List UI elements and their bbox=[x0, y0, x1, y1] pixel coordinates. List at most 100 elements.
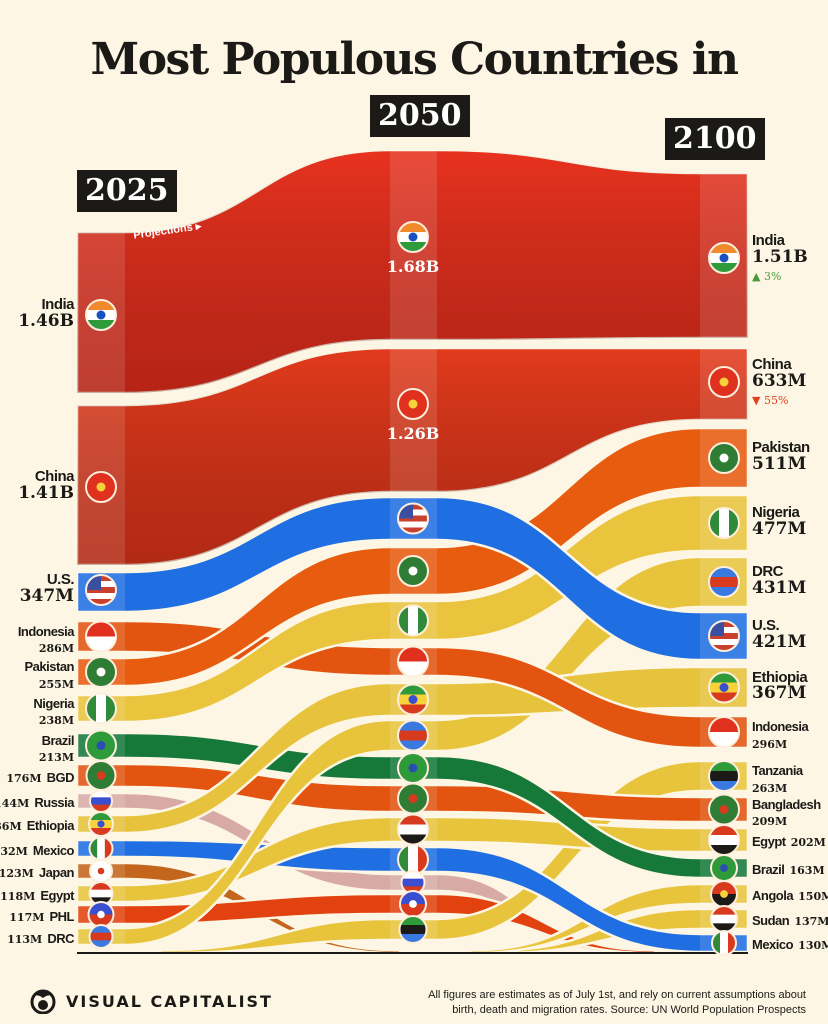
country-name: Pakistan bbox=[24, 659, 75, 674]
population-value: 136M bbox=[0, 820, 22, 833]
population-value: 1.51B bbox=[752, 246, 808, 267]
flag-us-icon bbox=[397, 502, 429, 535]
country-name: Nigeria bbox=[33, 695, 74, 711]
flag-ethiopia-icon bbox=[88, 811, 114, 837]
population-value: 633M bbox=[752, 370, 807, 391]
label-2025-china: China 1.41B bbox=[18, 468, 74, 503]
population-value: 113M bbox=[7, 932, 43, 946]
flag-pakistan-icon bbox=[397, 555, 429, 587]
label-2025-indonesia: Indonesia 286M bbox=[17, 623, 75, 657]
flag-ethiopia-icon bbox=[397, 683, 429, 716]
flag-drc-icon bbox=[397, 719, 429, 752]
population-value: 263M bbox=[752, 781, 788, 795]
population-value: 213M bbox=[38, 751, 74, 765]
country-name: Egypt bbox=[752, 834, 786, 849]
population-value: 1.46B bbox=[18, 310, 74, 331]
country-name: Bangladesh bbox=[752, 796, 821, 812]
visual-capitalist-logo: VISUAL CAPITALIST bbox=[28, 988, 273, 1014]
label-2100-egypt: Egypt 202M bbox=[752, 833, 826, 850]
source-note: All figures are estimates as of July 1st… bbox=[428, 988, 806, 1018]
label-2100-drc: DRC 431M bbox=[752, 563, 806, 598]
label-2100-angola: Angola 150M bbox=[752, 887, 828, 904]
label-2025-nigeria: Nigeria 238M bbox=[33, 695, 74, 729]
population-value: 202M bbox=[790, 836, 826, 849]
label-2025-india: India 1.46B bbox=[18, 296, 74, 331]
population-value: 511M bbox=[752, 453, 807, 474]
flag-mexico-icon bbox=[397, 843, 429, 876]
label-2100-sudan: Sudan 137M bbox=[752, 912, 828, 929]
population-value: 132M bbox=[0, 844, 28, 858]
flag-nigeria-icon bbox=[85, 692, 117, 725]
population-value: 137M bbox=[794, 915, 828, 928]
flag-pakistan-icon bbox=[708, 442, 740, 474]
label-2025-japan: 123M Japan bbox=[0, 864, 75, 881]
flag-drc-icon bbox=[88, 924, 114, 949]
flag-india-icon bbox=[85, 299, 117, 331]
flag-bgd-icon bbox=[708, 793, 740, 826]
crowd-overlay bbox=[77, 348, 748, 565]
label-2025-russia: 144M Russia bbox=[0, 794, 74, 811]
flag-sudan-icon bbox=[710, 905, 738, 933]
label-2025-drc: 113M DRC bbox=[7, 930, 74, 947]
flag-nigeria-icon bbox=[397, 604, 429, 637]
label-2100-ethiopia: Ethiopia 367M bbox=[752, 668, 808, 704]
country-name: Indonesia bbox=[17, 623, 75, 639]
country-name: India bbox=[752, 232, 785, 249]
country-name: China bbox=[34, 468, 75, 485]
country-name: Mexico bbox=[752, 937, 794, 952]
flag-china-icon bbox=[397, 388, 429, 420]
flag-india-icon bbox=[708, 242, 740, 274]
label-2100-mexico: Mexico 130M bbox=[752, 936, 828, 953]
country-name: Ethiopia bbox=[26, 818, 75, 833]
label-2100-us: U.S. 421M bbox=[752, 617, 806, 652]
flag-russia-icon bbox=[89, 789, 113, 813]
country-name: India bbox=[41, 296, 74, 313]
population-value: 150M bbox=[798, 890, 828, 903]
label-2025-us: U.S. 347M bbox=[20, 571, 75, 606]
flag-drc-icon bbox=[708, 566, 740, 598]
change-indicator: ▲ 3% bbox=[752, 269, 782, 283]
flag-china-icon bbox=[85, 471, 117, 503]
population-value: 286M bbox=[38, 642, 74, 656]
flag-brazil-icon bbox=[85, 729, 117, 762]
flag-indonesia-icon bbox=[85, 620, 117, 653]
flag-nigeria-icon bbox=[708, 507, 740, 539]
population-value: 118M bbox=[0, 889, 36, 903]
country-name: Indonesia bbox=[752, 719, 809, 734]
population-value: 296M bbox=[752, 737, 788, 751]
country-name: BGD bbox=[46, 769, 75, 785]
population-value: 130M bbox=[798, 939, 828, 952]
country-name: Brazil bbox=[41, 732, 75, 748]
note-line-2: birth, death and migration rates. Source… bbox=[452, 1004, 806, 1016]
label-2100-pakistan: Pakistan 511M bbox=[752, 439, 810, 474]
country-name: Sudan bbox=[752, 913, 790, 928]
flag-ethiopia-icon bbox=[708, 671, 740, 704]
country-name: Tanzania bbox=[752, 763, 803, 778]
label-2025-ethiopia: 136M Ethiopia bbox=[0, 817, 75, 834]
population-value: 421M bbox=[752, 631, 807, 652]
flag-india-icon bbox=[397, 221, 429, 253]
population-value: 431M bbox=[752, 577, 807, 598]
flag-egypt-icon bbox=[708, 824, 740, 856]
label-2025-mexico: 132M Mexico bbox=[0, 842, 75, 859]
flag-brazil-icon bbox=[397, 752, 429, 784]
label-2025-pakistan: Pakistan 255M bbox=[24, 658, 75, 692]
country-name: China bbox=[752, 356, 792, 373]
label-2100-tanzania: Tanzania 263M bbox=[752, 762, 803, 796]
country-name: Ethiopia bbox=[752, 668, 808, 686]
label-2025-brazil: Brazil 213M bbox=[38, 732, 75, 766]
flag-tanzania-icon bbox=[398, 915, 428, 944]
label-2100-brazil: Brazil 163M bbox=[752, 861, 825, 878]
country-name: DRC bbox=[752, 563, 784, 580]
flag-pakistan-icon bbox=[85, 656, 117, 688]
flag-japan-icon bbox=[89, 859, 113, 883]
flag-angola-icon bbox=[710, 880, 738, 908]
country-name: U.S. bbox=[752, 617, 780, 634]
flag-egypt-icon bbox=[397, 813, 429, 846]
population-value: 176M bbox=[6, 771, 42, 785]
country-name: Japan bbox=[38, 865, 75, 880]
population-value: 255M bbox=[38, 677, 74, 691]
population-value: 367M bbox=[752, 683, 807, 704]
flag-brazil-icon bbox=[710, 854, 738, 882]
